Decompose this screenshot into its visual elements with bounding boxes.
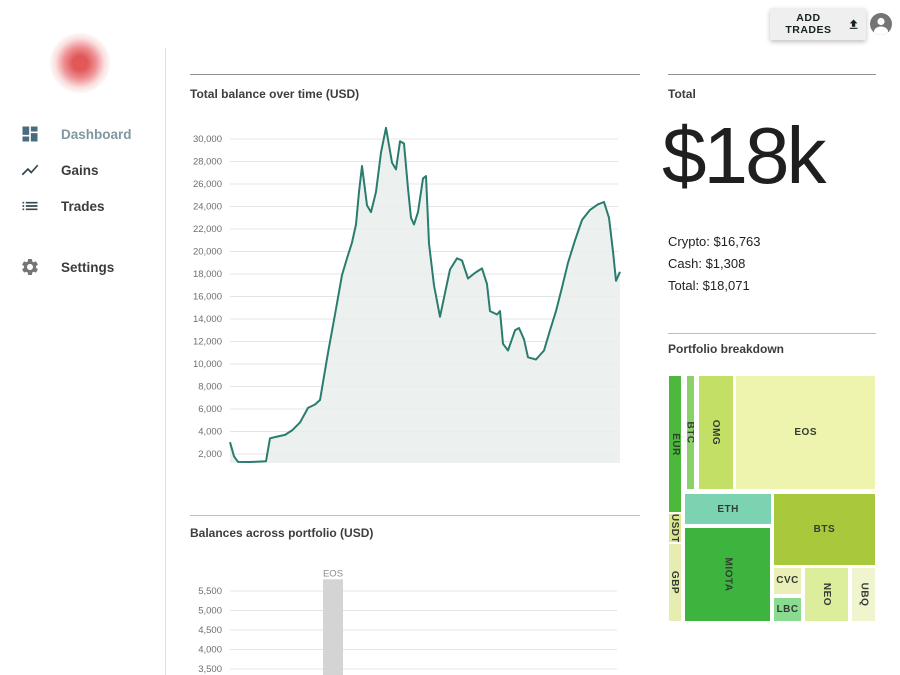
add-trades-button[interactable]: ADD TRADES — [770, 8, 866, 40]
portfolio-breakdown-title: Portfolio breakdown — [668, 342, 785, 356]
svg-text:4,500: 4,500 — [198, 625, 222, 636]
treemap-cell-omg[interactable]: OMG — [697, 375, 734, 491]
treemap-cell-label: MIOTA — [722, 557, 734, 592]
sidebar-item-label: Dashboard — [61, 126, 132, 142]
sidebar-item-gains[interactable]: Gains — [0, 158, 165, 182]
svg-text:30,000: 30,000 — [193, 134, 222, 145]
treemap-cell-eur[interactable]: EUR — [668, 375, 683, 514]
balance-line-chart: 30,000 28,000 26,000 24,000 22,000 20,000 18,0… — [193, 126, 621, 464]
svg-text:5,000: 5,000 — [198, 606, 222, 617]
treemap-cell-gbp[interactable]: GBP — [668, 542, 683, 622]
svg-text:4,000: 4,000 — [198, 427, 222, 438]
gear-icon — [22, 259, 38, 275]
balances-bar-chart: 5,500 5,000 4,500 4,000 3,500 EOS — [198, 568, 617, 675]
card-divider — [668, 333, 876, 334]
svg-text:EOS: EOS — [323, 568, 343, 579]
svg-text:8,000: 8,000 — [198, 382, 222, 393]
svg-text:24,000: 24,000 — [193, 202, 222, 213]
crypto-total-line: Crypto: $16,763 — [668, 234, 761, 249]
card-divider — [190, 515, 640, 516]
balances-bar-chart-title: Balances across portfolio (USD) — [190, 526, 374, 540]
chart-line-icon — [21, 164, 39, 176]
app-logo — [50, 33, 110, 93]
treemap-cell-eos[interactable]: EOS — [735, 375, 876, 491]
svg-text:16,000: 16,000 — [193, 292, 222, 303]
total-breakdown: Crypto: $16,763 Cash: $1,308 Total: $18,… — [668, 231, 761, 297]
treemap-cell-cvc[interactable]: CVC — [772, 566, 803, 595]
svg-text:4,000: 4,000 — [198, 645, 222, 656]
svg-text:12,000: 12,000 — [193, 337, 222, 348]
treemap-cell-btc[interactable]: BTC — [685, 375, 696, 491]
treemap-cell-label: ETH — [717, 503, 739, 515]
sidebar-divider — [165, 48, 166, 675]
treemap-cell-label: LBC — [776, 604, 799, 616]
treemap-cell-label: EOS — [794, 427, 817, 439]
sidebar-item-settings[interactable]: Settings — [0, 255, 165, 279]
svg-text:28,000: 28,000 — [193, 157, 222, 168]
sidebar-item-trades[interactable]: Trades — [0, 194, 165, 218]
account-avatar-icon[interactable] — [869, 12, 893, 36]
list-icon — [22, 201, 38, 211]
sidebar-item-label: Trades — [61, 198, 105, 214]
card-top-rule — [668, 74, 876, 75]
treemap-cell-eth[interactable]: ETH — [684, 493, 772, 526]
treemap-cell-label: CVC — [776, 575, 799, 587]
svg-text:5,500: 5,500 — [198, 586, 222, 597]
treemap-cell-bts[interactable]: BTS — [772, 493, 876, 567]
sidebar-item-label: Gains — [61, 162, 99, 178]
add-trades-label: ADD TRADES — [785, 12, 832, 36]
treemap: EUR USDT GBP BTC OMG EOS ETH MIOTA BTS CVC LBC NEO U… — [668, 375, 876, 622]
sidebar-item-dashboard[interactable]: Dashboard — [0, 122, 165, 146]
treemap-cell-label: UBQ — [857, 582, 869, 607]
treemap-cell-label: BTC — [685, 421, 696, 444]
treemap-cell-ubq[interactable]: UBQ — [850, 566, 876, 622]
card-top-rule — [190, 74, 640, 75]
balance-chart-title: Total balance over time (USD) — [190, 87, 360, 101]
dashboard-icon — [22, 126, 38, 142]
svg-text:14,000: 14,000 — [193, 314, 222, 325]
grand-total-line: Total: $18,071 — [668, 278, 750, 293]
treemap-cell-label: BTS — [813, 524, 836, 536]
svg-text:6,000: 6,000 — [198, 404, 222, 415]
treemap-cell-label: OMG — [710, 419, 722, 446]
treemap-cell-label: EUR — [669, 432, 681, 456]
svg-text:3,500: 3,500 — [198, 664, 222, 675]
treemap-cell-label: NEO — [821, 582, 833, 607]
svg-text:18,000: 18,000 — [193, 269, 222, 280]
svg-text:26,000: 26,000 — [193, 179, 222, 190]
treemap-cell-label: GBP — [669, 570, 681, 595]
svg-text:10,000: 10,000 — [193, 359, 222, 370]
total-big-value: $18k — [662, 111, 826, 200]
upload-icon — [849, 19, 858, 29]
svg-text:20,000: 20,000 — [193, 247, 222, 258]
treemap-cell-lbc[interactable]: LBC — [772, 597, 803, 622]
treemap-cell-usdt[interactable]: USDT — [668, 513, 683, 543]
svg-text:22,000: 22,000 — [193, 224, 222, 235]
treemap-cell-miota[interactable]: MIOTA — [684, 526, 771, 622]
cash-total-line: Cash: $1,308 — [668, 256, 746, 271]
treemap-cell-label: USDT — [669, 513, 681, 543]
svg-text:2,000: 2,000 — [198, 449, 222, 460]
total-card-title: Total — [668, 87, 696, 101]
sidebar-item-label: Settings — [61, 259, 115, 275]
treemap-cell-neo[interactable]: NEO — [804, 566, 850, 622]
